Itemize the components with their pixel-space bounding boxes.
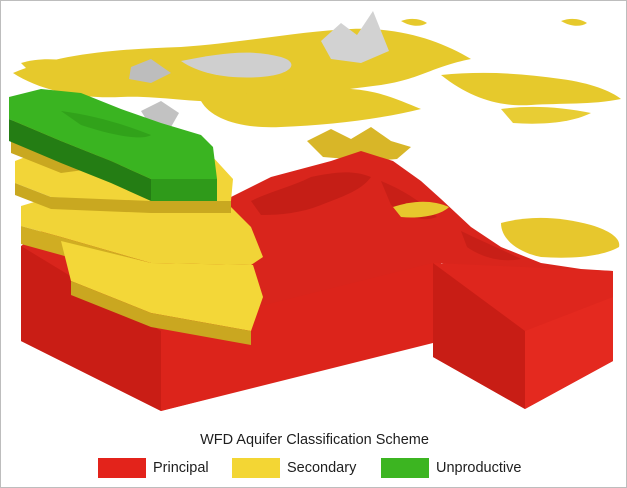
- distant-layer-left: [21, 59, 81, 74]
- principal-front-face: [161, 263, 433, 411]
- distant-grey-patch-1: [181, 52, 292, 78]
- secondary-right-slab: [501, 217, 620, 258]
- distant-grey-peak: [321, 11, 389, 63]
- unproductive-aquifer-slab: [9, 89, 217, 201]
- unproductive-side: [151, 179, 217, 201]
- legend-swatch-secondary: [232, 458, 280, 478]
- distant-grey-patch-2: [129, 59, 171, 83]
- distant-secondary-layers: [13, 11, 621, 128]
- secondary-outcrop-middle: [307, 127, 411, 161]
- secondary-layer-5-front: [71, 281, 251, 345]
- legend-swatch-principal: [98, 458, 146, 478]
- secondary-small-slab: [393, 201, 449, 218]
- distant-fleck-2: [561, 18, 587, 26]
- distant-fleck-1: [401, 18, 427, 26]
- aquifer-block-diagram: [9, 11, 621, 411]
- principal-right-side: [433, 263, 525, 409]
- principal-ridge-shade-3: [461, 231, 521, 261]
- distant-layer-right-2: [501, 106, 591, 124]
- principal-front-left-face: [21, 246, 161, 411]
- legend-title: WFD Aquifer Classification Scheme: [200, 432, 429, 448]
- secondary-layer-5-top: [61, 241, 263, 331]
- distant-layer-lower: [201, 88, 421, 128]
- secondary-layer-3-front: [15, 183, 231, 213]
- unproductive-top: [9, 89, 217, 179]
- unproductive-texture: [61, 111, 151, 138]
- principal-right-front: [525, 297, 613, 409]
- legend-label-unproductive: Unproductive: [436, 460, 522, 476]
- legend-swatch-unproductive: [381, 458, 429, 478]
- legend-label-secondary: Secondary: [287, 460, 357, 476]
- legend-label-principal: Principal: [153, 460, 209, 476]
- principal-ridge-shade-1: [251, 172, 371, 215]
- distant-layer-right: [441, 72, 621, 106]
- unproductive-front: [9, 119, 151, 201]
- secondary-layer-4-top: [21, 197, 263, 265]
